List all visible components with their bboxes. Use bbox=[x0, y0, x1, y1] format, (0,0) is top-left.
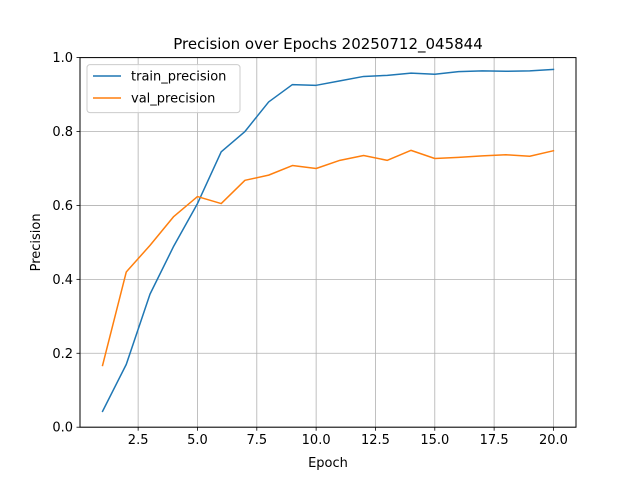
y-tick-label: 0.8 bbox=[52, 125, 73, 140]
x-tick-label: 20.0 bbox=[539, 433, 568, 448]
y-tick-label: 0.2 bbox=[52, 347, 73, 362]
legend: train_precision val_precision bbox=[86, 64, 241, 114]
y-tick-label: 1.0 bbox=[52, 51, 73, 66]
y-axis-ticks: 0.0 0.2 0.4 0.6 0.8 1.0 bbox=[52, 51, 80, 436]
x-tick-label: 2.5 bbox=[128, 433, 149, 448]
grid bbox=[80, 57, 576, 428]
series-lines bbox=[101, 68, 555, 413]
x-tick-label: 17.5 bbox=[480, 433, 509, 448]
x-axis-label: Epoch bbox=[308, 456, 348, 471]
x-tick-label: 10.0 bbox=[302, 433, 331, 448]
plot-area bbox=[80, 57, 576, 428]
x-tick-label: 12.5 bbox=[361, 433, 390, 448]
y-tick-label: 0.0 bbox=[52, 421, 73, 436]
legend-label-val: val_precision bbox=[131, 92, 215, 107]
legend-box bbox=[86, 64, 241, 114]
legend-label-train: train_precision bbox=[131, 70, 226, 85]
x-axis-ticks: 2.5 5.0 7.5 10.0 12.5 15.0 17.5 20.0 bbox=[128, 427, 568, 448]
x-tick-label: 15.0 bbox=[420, 433, 449, 448]
x-tick-label: 5.0 bbox=[187, 433, 208, 448]
y-tick-label: 0.6 bbox=[52, 199, 73, 214]
chart-title: Precision over Epochs 20250712_045844 bbox=[173, 35, 483, 54]
axes-frame bbox=[79, 57, 577, 428]
y-axis-label: Precision bbox=[29, 213, 44, 271]
series-line-val_precision bbox=[101, 149, 555, 367]
y-tick-label: 0.4 bbox=[52, 273, 73, 288]
series-line-train_precision bbox=[101, 68, 555, 413]
x-tick-label: 7.5 bbox=[246, 433, 267, 448]
